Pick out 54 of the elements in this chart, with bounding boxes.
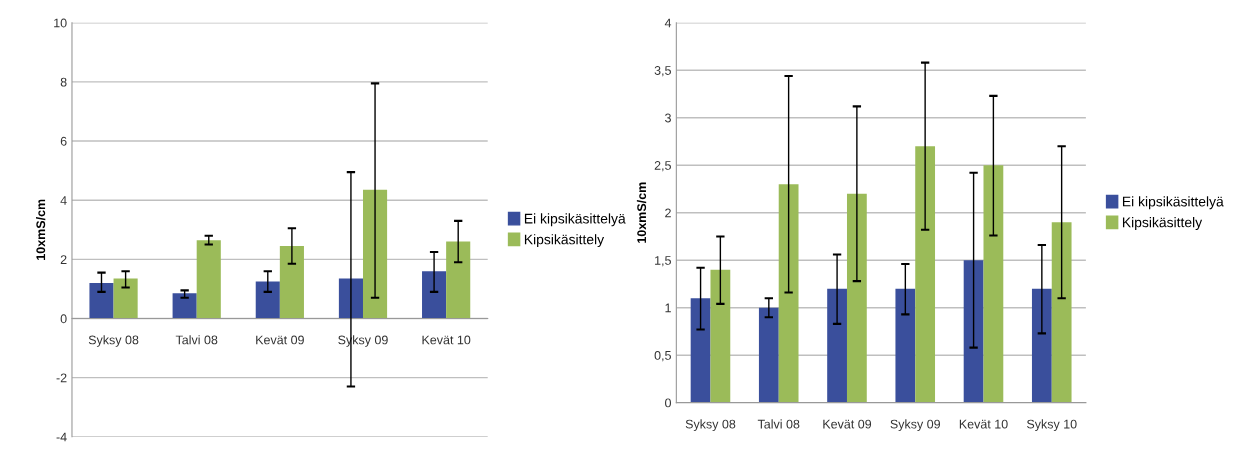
bar xyxy=(196,240,221,319)
legend-label: Ei kipsikäsittelyä xyxy=(524,213,626,227)
y-tick-label: -2 xyxy=(56,373,67,383)
y-tick-label: 10 xyxy=(54,18,67,28)
bar xyxy=(846,193,867,403)
bar xyxy=(827,288,847,403)
bar xyxy=(710,269,731,403)
bar xyxy=(172,293,197,319)
bar xyxy=(915,146,936,403)
y-tick-label: 3,5 xyxy=(654,66,671,77)
bar xyxy=(255,281,280,319)
y-tick-label: 6 xyxy=(60,136,67,146)
y-tick-label: 0 xyxy=(60,314,67,324)
bar xyxy=(279,246,304,319)
y-axis-title: 10xmS/cm xyxy=(636,182,647,243)
x-tick-label: Syksy 08 xyxy=(88,335,139,347)
bar xyxy=(446,241,471,319)
x-tick-label: Kevät 10 xyxy=(422,335,471,345)
y-tick-label: 2 xyxy=(665,208,671,218)
y-axis-title: 10xmS/cm xyxy=(36,199,46,260)
bar xyxy=(113,278,138,319)
legend-label: Kipsikäsittely xyxy=(524,234,605,248)
bar xyxy=(778,184,799,403)
x-tick-label: Kevät 09 xyxy=(823,419,872,429)
bar xyxy=(422,271,447,319)
y-tick-label: 3 xyxy=(665,113,671,123)
bar xyxy=(362,189,388,319)
x-tick-label: Talvi 08 xyxy=(757,419,800,429)
x-tick-label: Kevät 09 xyxy=(256,335,304,345)
y-tick-label: -4 xyxy=(56,432,67,442)
y-tick-label: 4 xyxy=(60,196,67,205)
x-tick-label: Syksy 10 xyxy=(1026,419,1077,431)
y-tick-label: 4 xyxy=(664,18,672,28)
x-tick-label: Syksy 08 xyxy=(685,419,736,431)
bar xyxy=(1051,222,1072,403)
y-tick-label: 1,5 xyxy=(655,256,671,267)
x-tick-label: Kevät 10 xyxy=(959,419,1008,429)
legend-label: Kipsikäsittely xyxy=(1122,217,1203,231)
bar xyxy=(690,298,711,403)
bar xyxy=(758,307,779,403)
y-tick-label: 1 xyxy=(665,303,671,313)
y-tick-label: 8 xyxy=(60,77,67,87)
bar xyxy=(963,260,984,403)
x-tick-label: Syksy 09 xyxy=(890,419,940,431)
bar xyxy=(983,165,1004,403)
y-tick-label: 0 xyxy=(665,398,671,408)
bar xyxy=(89,283,114,319)
legend-label: Ei kipsikäsittelyä xyxy=(1122,196,1224,210)
y-tick-label: 2,5 xyxy=(654,161,671,172)
y-tick-label: 2 xyxy=(60,255,67,264)
bar xyxy=(895,288,916,403)
bar xyxy=(1031,288,1052,403)
y-tick-label: 0,5 xyxy=(654,350,671,362)
x-tick-label: Talvi 08 xyxy=(175,335,218,345)
